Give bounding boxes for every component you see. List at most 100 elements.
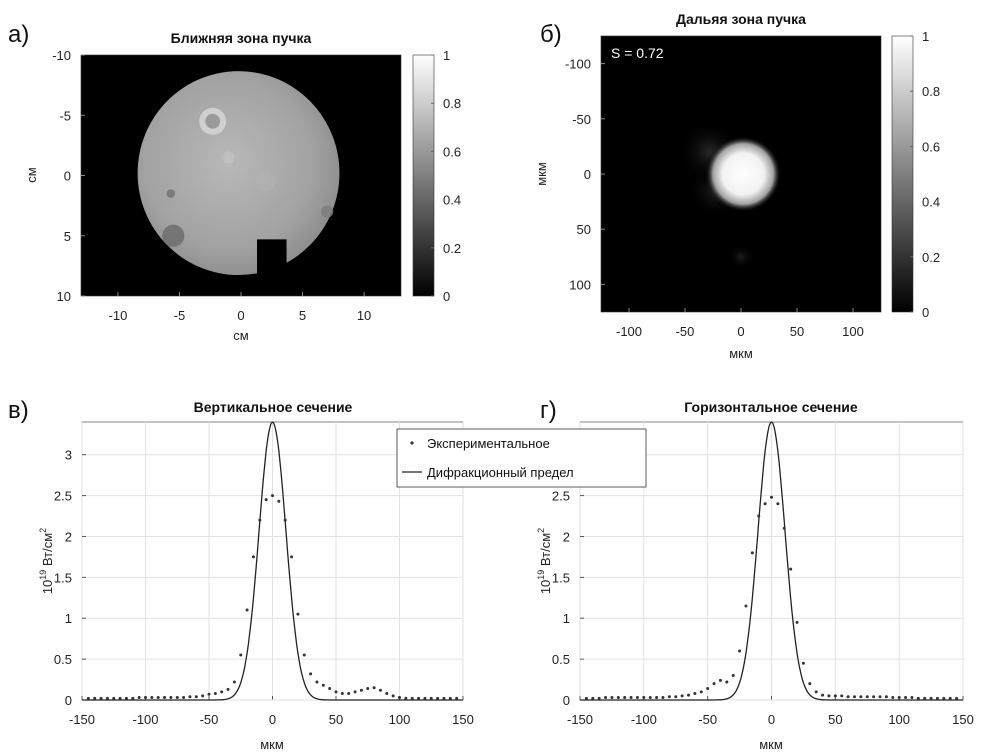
experimental-point [283,518,287,522]
experimental-point [417,696,421,700]
experimental-point [271,494,274,498]
beam-disk [137,71,340,276]
experimental-point [372,686,376,690]
experimental-point [821,693,825,697]
experimental-point [105,696,109,700]
legend-entry-experimental: Экспериментальное [427,436,550,451]
beam-texture-spot [162,224,185,247]
panel-label-v: в) [8,397,29,424]
experimental-point [731,673,735,677]
experimental-point [674,695,678,699]
experimental-point [385,691,389,695]
x-tick-label: 0 [768,712,775,727]
x-tick-label: 100 [888,712,910,727]
experimental-point [188,695,192,699]
experimental-point [935,696,939,700]
experimental-point [661,696,665,700]
legend-marker-experimental [410,441,414,445]
experimental-point [955,696,959,700]
far-field-spot [678,121,782,270]
y-tick-label: 0.5 [552,652,570,667]
y-tick-label: 50 [577,222,591,237]
beam-texture-spot [222,151,235,164]
far-field-xlabel: мкм [729,346,753,361]
beam-shadow-block [257,239,287,278]
far-field-title: Дальяя зона пучка [676,11,806,27]
experimental-point [296,612,300,616]
horizontal-section-title: Горизонтальное сечение [684,399,858,415]
y-tick-label: 0 [65,693,72,708]
vertical-section-marks: -150 -100 -50 0 50 100 150 0 0.5 1 1.5 2 2.5 3 [54,421,474,727]
experimental-point [347,691,351,695]
x-tick-label: 150 [452,712,474,727]
x-tick-label: -50 [698,712,717,727]
far-field-colorbar [891,35,914,313]
experimental-point [150,696,154,700]
experimental-point [423,696,427,700]
experimental-point [309,672,313,676]
near-field-beam [137,71,340,278]
experimental-point [655,696,659,700]
colorbar-tick-label: 0.4 [443,193,461,208]
experimental-point [916,696,920,700]
focal-spot [705,136,782,212]
x-tick-label: -100 [132,712,158,727]
x-tick-label: 0 [737,324,744,339]
x-tick-label: -100 [631,712,657,727]
legend: Экспериментальное Дифракционный предел [396,428,647,488]
experimental-point [642,696,646,700]
experimental-point [334,690,338,694]
experimental-point [213,691,217,695]
experimental-point [706,687,710,691]
experimental-point [789,567,793,571]
experimental-point [808,682,812,686]
experimental-point [629,696,633,700]
experimental-point [315,680,319,684]
experimental-point [884,695,888,699]
experimental-point [693,691,697,695]
colorbar-tick-label: 0.6 [922,139,940,154]
experimental-point [290,555,294,559]
diffraction-limit-line [82,421,463,701]
experimental-point [328,687,332,691]
y-tick-label: 1.5 [54,570,72,585]
experimental-point [738,649,742,653]
near-field-colorbar [412,54,435,297]
experimental-point [455,696,459,700]
beam-texture-spot [166,189,176,198]
experimental-point [667,695,671,699]
experimental-point [163,696,167,700]
experimental-point [398,696,401,700]
experimental-point [814,690,818,694]
experimental-point [604,696,608,700]
experimental-point [258,518,262,522]
experimental-point [137,696,141,700]
x-tick-label: 10 [357,308,371,323]
colorbar-tick-label: 1 [922,29,929,44]
x-tick-label: 5 [299,308,306,323]
y-tick-label: 3 [65,448,72,463]
experimental-point [750,551,754,555]
experimental-point [207,692,211,696]
x-tick-label: -50 [200,712,219,727]
experimental-point [194,695,198,699]
experimental-point [827,694,831,698]
experimental-point [93,696,97,700]
x-tick-label: -100 [616,324,642,339]
experimental-point [251,555,255,559]
x-tick-label: 50 [828,712,842,727]
experimental-point [635,696,639,700]
experimental-point [616,696,620,700]
x-tick-label: -50 [676,324,695,339]
experimental-point [226,687,230,691]
experimental-point [687,693,691,697]
colorbar-tick-label: 0.8 [922,84,940,99]
y-tick-label: -100 [565,57,591,72]
experimental-point [744,604,748,608]
experimental-point [340,691,344,695]
experimental-point [942,696,946,700]
experimental-point [865,695,869,699]
experimental-point [948,696,952,700]
